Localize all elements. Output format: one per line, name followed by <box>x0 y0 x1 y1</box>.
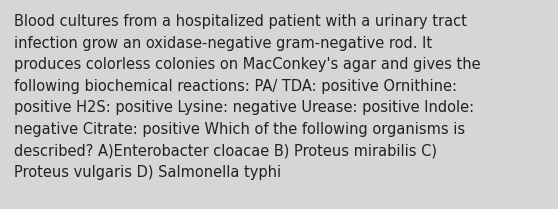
Text: Blood cultures from a hospitalized patient with a urinary tract
infection grow a: Blood cultures from a hospitalized patie… <box>14 14 480 180</box>
